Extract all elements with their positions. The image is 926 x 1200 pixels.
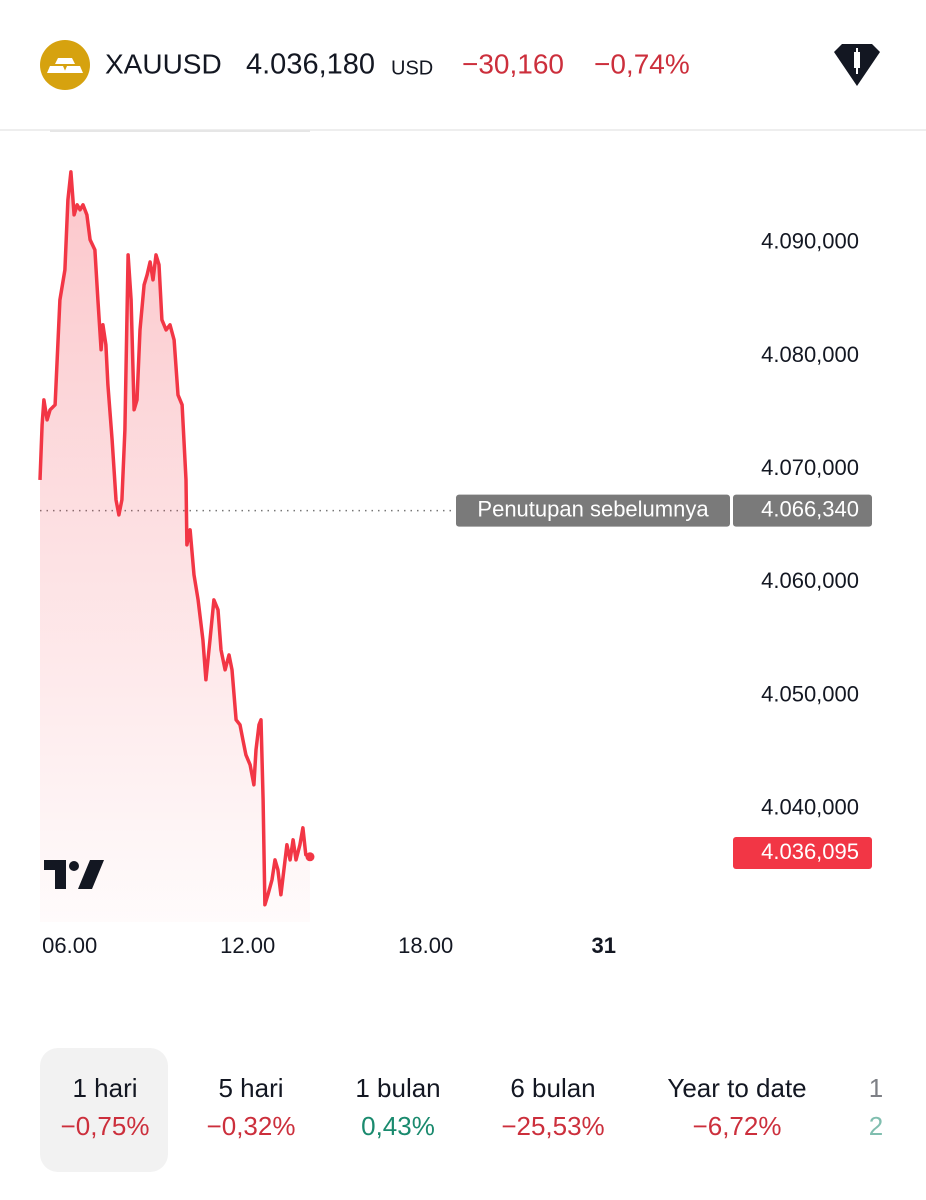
y-tick-label: 4.070,000 — [761, 455, 859, 480]
last-point — [305, 852, 315, 862]
y-tick-label: 4.040,000 — [761, 795, 859, 820]
period-item[interactable]: 1 hari −0,75% — [61, 1073, 150, 1141]
period-label: 1 bulan — [355, 1073, 440, 1103]
y-tick-label: 4.080,000 — [761, 342, 859, 367]
period-change: 0,43% — [361, 1111, 435, 1141]
alert-icon[interactable] — [834, 44, 880, 86]
x-tick-label: 06.00 — [42, 933, 97, 958]
gold-icon — [47, 58, 83, 73]
x-tick-label: 12.00 — [220, 933, 275, 958]
y-tick-label: 4.090,000 — [761, 229, 859, 254]
period-label: 5 hari — [218, 1073, 283, 1103]
change-percent: −0,74% — [594, 48, 690, 79]
change: −30,160 — [462, 48, 564, 79]
header: XAUUSD 4.036,180 USD −30,160 −0,74% — [40, 40, 880, 90]
x-tick-label: 31 — [591, 933, 615, 958]
previous-close-value-tag — [733, 494, 872, 527]
period-change: −25,53% — [501, 1111, 604, 1141]
price: 4.036,180 — [246, 49, 375, 81]
symbol-logo — [40, 40, 90, 90]
area — [40, 171, 310, 922]
previous-close-value: 4.066,340 — [761, 496, 859, 521]
period-label: 6 bulan — [510, 1073, 595, 1103]
y-tick-label: 4.050,000 — [761, 681, 859, 706]
period-bar: 1 hari −0,75% 5 hari −0,32% 1 bulan 0,43% 6 bu… — [61, 1073, 884, 1141]
previous-close-tag — [456, 494, 730, 527]
previous-close-label: Penutupan sebelumnya — [477, 496, 709, 521]
period-change: 2 — [869, 1111, 883, 1141]
current-price-tag — [733, 837, 872, 870]
chart: 4.090,000 4.080,000 4.070,000 4.060,000 4.05… — [38, 170, 872, 958]
tv-logo — [44, 860, 104, 889]
period-change: −6,72% — [693, 1111, 782, 1141]
period-label: Year to date — [667, 1073, 806, 1103]
period-item[interactable]: 6 bulan −25,53% — [501, 1073, 604, 1141]
x-tick-label: 18.00 — [398, 933, 453, 958]
currency: USD — [391, 57, 433, 79]
symbol: XAUUSD — [105, 48, 222, 79]
selected-period-bg — [40, 1048, 168, 1172]
period-label: 1 hari — [72, 1073, 137, 1103]
period-item[interactable]: 1 bulan 0,43% — [355, 1073, 440, 1141]
y-tick-label: 4.060,000 — [761, 568, 859, 593]
period-label: 1 — [869, 1073, 883, 1103]
period-item[interactable]: Year to date −6,72% — [667, 1073, 806, 1141]
current-price-value: 4.036,095 — [761, 839, 859, 864]
period-item[interactable]: 12 — [869, 1073, 883, 1141]
period-change: −0,32% — [207, 1111, 296, 1141]
period-change: −0,75% — [61, 1111, 150, 1141]
period-item[interactable]: 5 hari −0,32% — [207, 1073, 296, 1141]
price-line — [38, 170, 311, 907]
